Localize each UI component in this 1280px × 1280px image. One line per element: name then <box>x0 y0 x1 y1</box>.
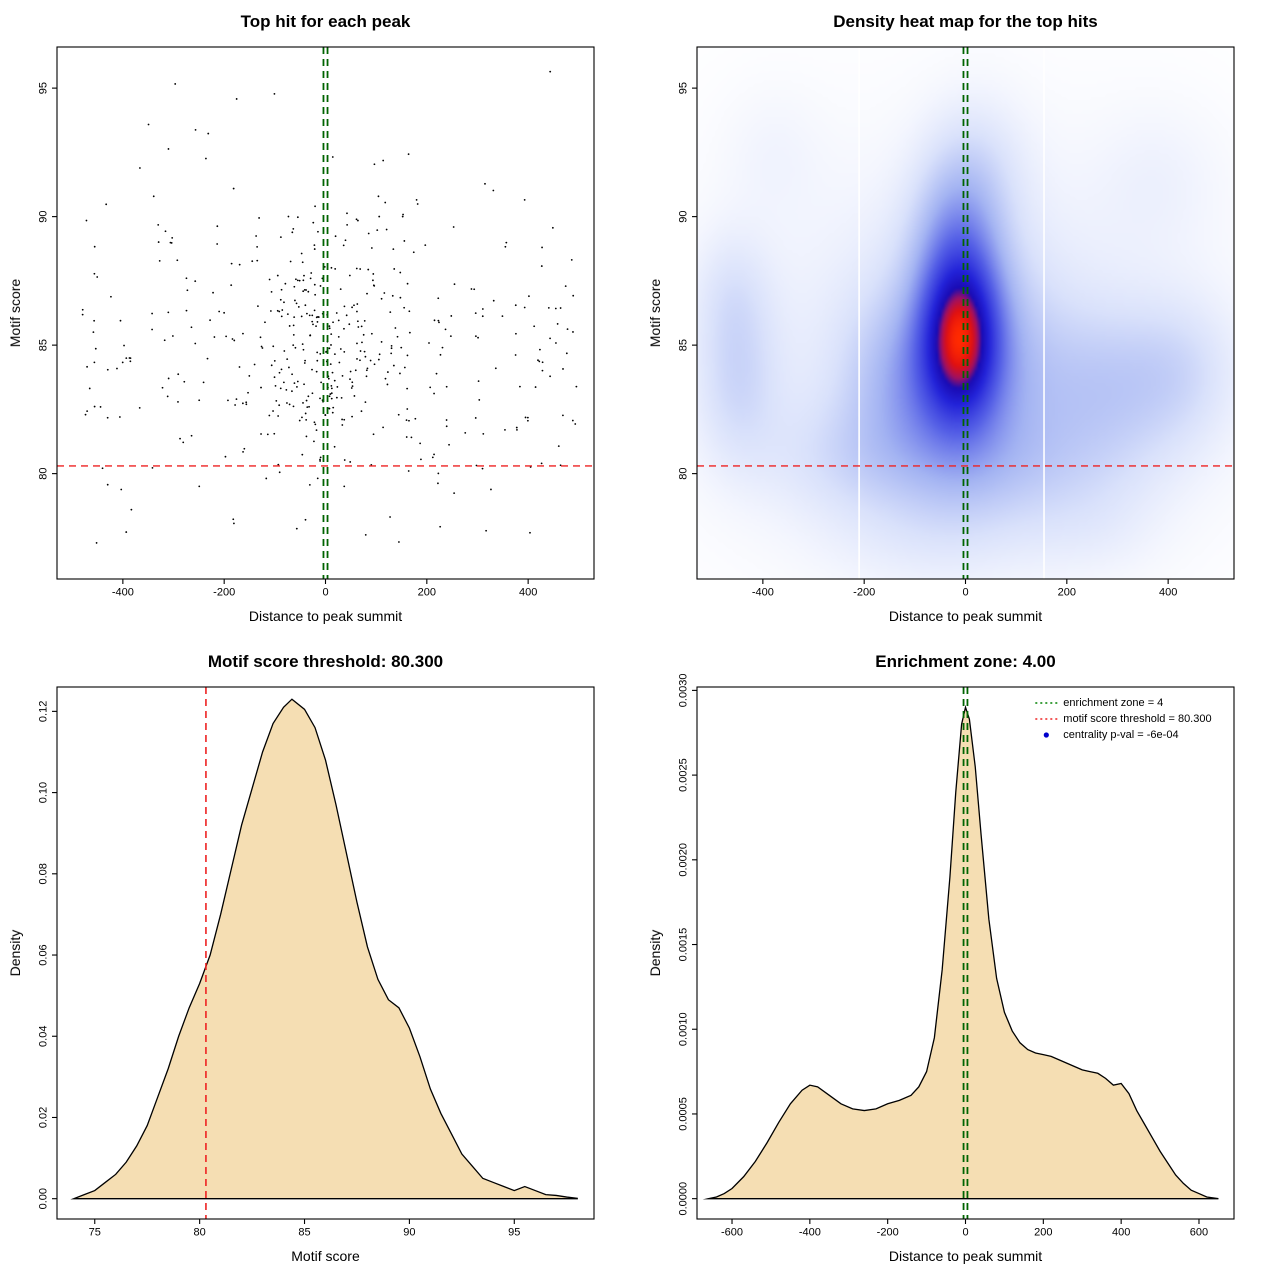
panel-title: Motif score threshold: 80.300 <box>207 652 444 671</box>
y-axis-label: Motif score <box>7 278 23 348</box>
panel-enrichment-zone-density: Enrichment zone: 4.00 Distance to peak s… <box>640 640 1280 1280</box>
panel-top-hits-scatter: Top hit for each peak Distance to peak s… <box>0 0 640 640</box>
x-axis-label: Motif score <box>291 1248 360 1264</box>
y-axis-label: Density <box>7 929 23 977</box>
x-axis-label: Distance to peak summit <box>248 608 403 624</box>
x-axis-label: Distance to peak summit <box>888 1248 1043 1264</box>
distance-density-canvas <box>640 640 1280 1280</box>
panel-motif-score-density: Motif score threshold: 80.300 Motif scor… <box>0 640 640 1280</box>
y-axis-label: Density <box>647 929 663 977</box>
x-axis-label: Distance to peak summit <box>888 608 1043 624</box>
heatmap-plot-canvas <box>640 0 1280 640</box>
score-density-canvas <box>0 640 640 1280</box>
y-axis-label: Motif score <box>647 278 663 348</box>
panel-title: Density heat map for the top hits <box>833 12 1098 31</box>
panel-density-heatmap: Density heat map for the top hits Distan… <box>640 0 1280 640</box>
panel-title: Top hit for each peak <box>240 12 411 31</box>
panel-title: Enrichment zone: 4.00 <box>875 652 1056 671</box>
scatter-plot-canvas <box>0 0 640 640</box>
